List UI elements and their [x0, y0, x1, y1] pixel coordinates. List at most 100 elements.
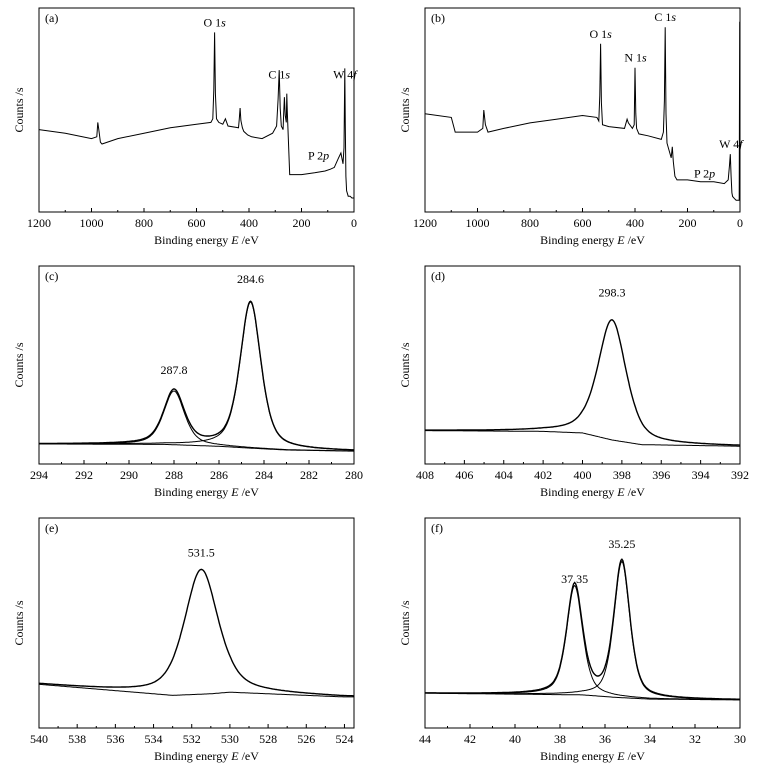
x-tick-label: 36 [599, 732, 611, 746]
x-tick-label: 800 [521, 216, 539, 230]
x-tick-label: 398 [613, 468, 631, 482]
x-tick-label: 30 [734, 732, 746, 746]
x-tick-label: 536 [106, 732, 124, 746]
x-tick-label: 280 [345, 468, 363, 482]
x-tick-label: 294 [30, 468, 48, 482]
series-line-2 [425, 430, 740, 447]
series-line-2 [38, 683, 354, 698]
panel-label: (a) [45, 11, 58, 25]
x-axis-title: Binding energy E /eV [540, 233, 645, 247]
chart-panel-2: 1200 1000 800 600 400 200 0 Binding energy E /e… [398, 7, 744, 247]
peak-annotation: 284.6 [237, 272, 264, 286]
x-tick-label: 0 [737, 216, 743, 230]
y-axis-title: Counts /s [12, 600, 26, 645]
x-tick-label: 286 [210, 468, 228, 482]
series-line-1 [39, 568, 354, 697]
x-axis-title: Binding energy E /eV [540, 749, 645, 763]
x-tick-label: 406 [455, 468, 473, 482]
x-tick-label: 538 [68, 732, 86, 746]
y-axis-title: Counts /s [12, 342, 26, 387]
peak-annotation: W 4f [719, 137, 744, 151]
x-tick-label: 800 [135, 216, 153, 230]
x-tick-label: 1200 [27, 216, 51, 230]
peak-annotation: 531.5 [188, 546, 215, 560]
y-axis-title: Counts /s [12, 87, 26, 132]
x-tick-label: 524 [335, 732, 353, 746]
x-axis-title: Binding energy E /eV [154, 485, 259, 499]
x-tick-label: 532 [183, 732, 201, 746]
series-line-4 [425, 692, 740, 701]
y-axis-title: Counts /s [398, 87, 412, 132]
x-tick-label: 32 [689, 732, 701, 746]
x-tick-label: 200 [679, 216, 697, 230]
x-tick-label: 292 [75, 468, 93, 482]
x-tick-label: 200 [293, 216, 311, 230]
x-tick-label: 408 [416, 468, 434, 482]
x-tick-label: 1200 [413, 216, 437, 230]
x-tick-label: 394 [692, 468, 710, 482]
x-tick-label: 1000 [466, 216, 490, 230]
chart-panel-5: 540 538 536 534 532 530 528 526 524 Binding energ… [12, 517, 355, 763]
plot-frame [38, 265, 355, 465]
panel-label: (c) [45, 269, 58, 283]
x-tick-label: 526 [297, 732, 315, 746]
x-tick-label: 400 [574, 468, 592, 482]
peak-annotation: O 1s [589, 27, 612, 41]
x-tick-label: 288 [165, 468, 183, 482]
x-tick-label: 600 [188, 216, 206, 230]
y-axis-title: Counts /s [398, 342, 412, 387]
series-line-4 [39, 443, 355, 452]
x-axis-title: Binding energy E /eV [540, 485, 645, 499]
series-line-2 [425, 584, 740, 701]
x-tick-label: 400 [240, 216, 258, 230]
x-tick-label: 404 [495, 468, 513, 482]
x-tick-label: 1000 [80, 216, 104, 230]
x-tick-label: 540 [30, 732, 48, 746]
x-tick-label: 600 [574, 216, 592, 230]
panel-label: (f) [431, 521, 443, 535]
series-line-1 [425, 319, 740, 446]
x-axis-title: Binding energy E /eV [154, 233, 259, 247]
x-tick-label: 530 [221, 732, 239, 746]
peak-annotation: P 2p [308, 149, 329, 163]
chart-panel-6: 44 42 40 38 36 34 32 30 Binding energy E /eV Coun… [398, 517, 746, 763]
series-line-2 [39, 301, 354, 451]
x-tick-label: 528 [259, 732, 277, 746]
chart-panel-1: 1200 1000 800 600 400 200 0 Binding energy E /e… [12, 7, 358, 247]
peak-annotation: 298.3 [599, 286, 626, 300]
series-line-1 [38, 32, 354, 199]
peak-annotation: O 1s [203, 15, 226, 29]
series-line-1 [424, 21, 741, 203]
series-line-1 [39, 300, 355, 451]
panel-label: (b) [431, 11, 445, 25]
x-tick-label: 0 [351, 216, 357, 230]
x-tick-label: 396 [652, 468, 670, 482]
x-tick-label: 392 [731, 468, 749, 482]
x-tick-label: 38 [554, 732, 566, 746]
chart-panel-3: 294 292 290 288 286 284 282 280 Binding energy E… [12, 265, 363, 499]
peak-annotation: 287.8 [161, 363, 188, 377]
x-tick-label: 400 [626, 216, 644, 230]
peak-annotation: W 4f [333, 68, 358, 82]
y-axis-title: Counts /s [398, 600, 412, 645]
x-tick-label: 290 [120, 468, 138, 482]
x-tick-label: 42 [464, 732, 476, 746]
x-axis-title: Binding energy E /eV [154, 749, 259, 763]
x-tick-label: 282 [300, 468, 318, 482]
peak-annotation: C 1s [268, 68, 290, 82]
plot-frame [424, 265, 741, 465]
plot-frame [38, 517, 355, 729]
x-tick-label: 40 [509, 732, 521, 746]
x-tick-label: 284 [255, 468, 273, 482]
peak-annotation: N 1s [624, 51, 647, 65]
x-tick-label: 34 [644, 732, 656, 746]
plot-frame [38, 7, 355, 213]
peak-annotation: C 1s [654, 10, 676, 24]
plot-frame [424, 7, 741, 213]
peak-annotation: P 2p [694, 167, 715, 181]
x-tick-label: 534 [145, 732, 163, 746]
panel-label: (d) [431, 269, 445, 283]
chart-panel-4: 408 406 404 402 400 398 396 394 392 Binding energ… [398, 265, 749, 499]
panel-label: (e) [45, 521, 58, 535]
